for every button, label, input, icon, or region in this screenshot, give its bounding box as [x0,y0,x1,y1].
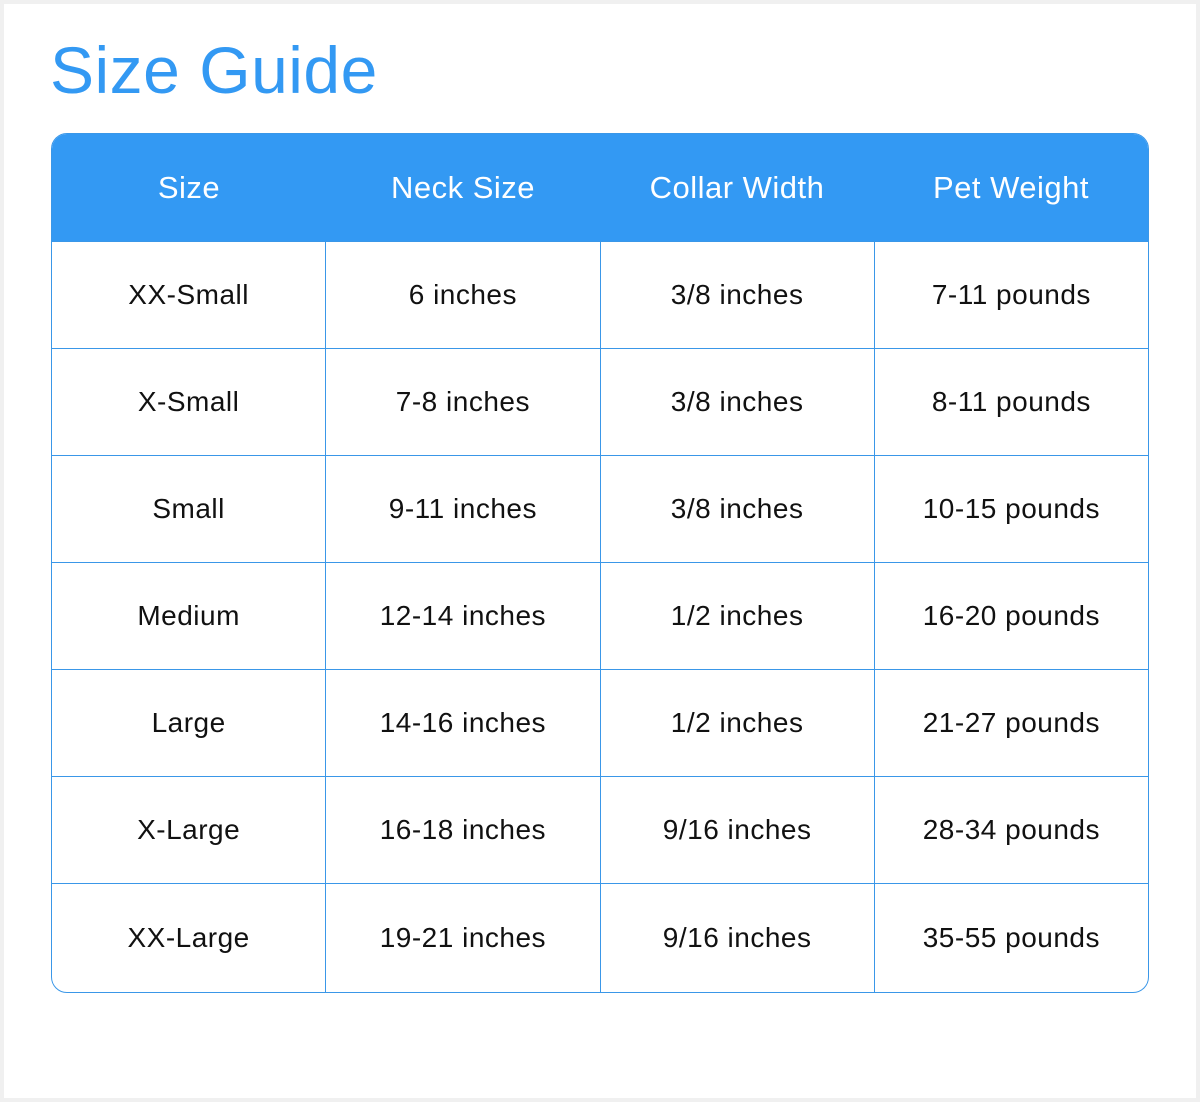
page-title: Size Guide [50,33,378,107]
page: Size Guide Size Neck Size Collar Width P… [4,4,1196,1098]
cell-size: X-Large [137,814,241,845]
cell-pet-weight: 16-20 pounds [873,563,1148,669]
cell-pet-weight: 35-55 pounds [873,884,1148,992]
cell-neck-size: 6 inches [325,242,599,348]
header-collar-width: Collar Width [649,169,825,205]
cell-pet-weight: 28-34 pounds [873,777,1148,883]
cell-size: XX-Large [127,922,250,953]
table-row: Medium 12-14 inches 1/2 inches 16-20 pounds [52,562,1148,669]
cell-collar-width: 1/2 inches [599,670,874,776]
header-size: Size [157,169,221,205]
table-row: Large 14-16 inches 1/2 inches 21-27 pounds [52,669,1148,776]
cell-neck-size: 12-14 inches [325,563,599,669]
cell-size: X-Small [137,386,240,417]
table-row: XX-Small 6 inches 3/8 inches 7-11 pounds [52,241,1148,348]
cell-size: Large [151,707,226,738]
table-row: Small 9-11 inches 3/8 inches 10-15 pounds [52,455,1148,562]
cell-pet-weight: 8-11 pounds [873,349,1148,455]
cell-neck-size: 7-8 inches [325,349,599,455]
cell-collar-width: 9/16 inches [599,884,874,992]
cell-pet-weight: 21-27 pounds [873,670,1148,776]
header-neck-size: Neck Size [390,169,536,205]
cell-collar-width: 3/8 inches [599,349,874,455]
cell-neck-size: 16-18 inches [325,777,599,883]
cell-size: Small [152,493,225,524]
table-row: X-Large 16-18 inches 9/16 inches 28-34 poun… [52,776,1148,883]
cell-pet-weight: 7-11 pounds [873,242,1148,348]
cell-collar-width: 3/8 inches [599,242,874,348]
table-row: X-Small 7-8 inches 3/8 inches 8-11 pounds [52,348,1148,455]
table-header: Size Neck Size Collar Width Pet Weight [52,134,1148,241]
cell-neck-size: 9-11 inches [325,456,599,562]
size-table: Size Neck Size Collar Width Pet Weight X… [51,133,1149,993]
header-pet-weight: Pet Weight [932,169,1090,205]
cell-neck-size: 14-16 inches [325,670,599,776]
table-row: XX-Large 19-21 inches 9/16 inches 35-55 pou… [52,883,1148,992]
cell-pet-weight: 10-15 pounds [873,456,1148,562]
cell-size: Medium [137,600,240,631]
cell-collar-width: 1/2 inches [599,563,874,669]
cell-collar-width: 3/8 inches [599,456,874,562]
cell-collar-width: 9/16 inches [599,777,874,883]
cell-neck-size: 19-21 inches [325,884,599,992]
cell-size: XX-Small [128,279,249,310]
